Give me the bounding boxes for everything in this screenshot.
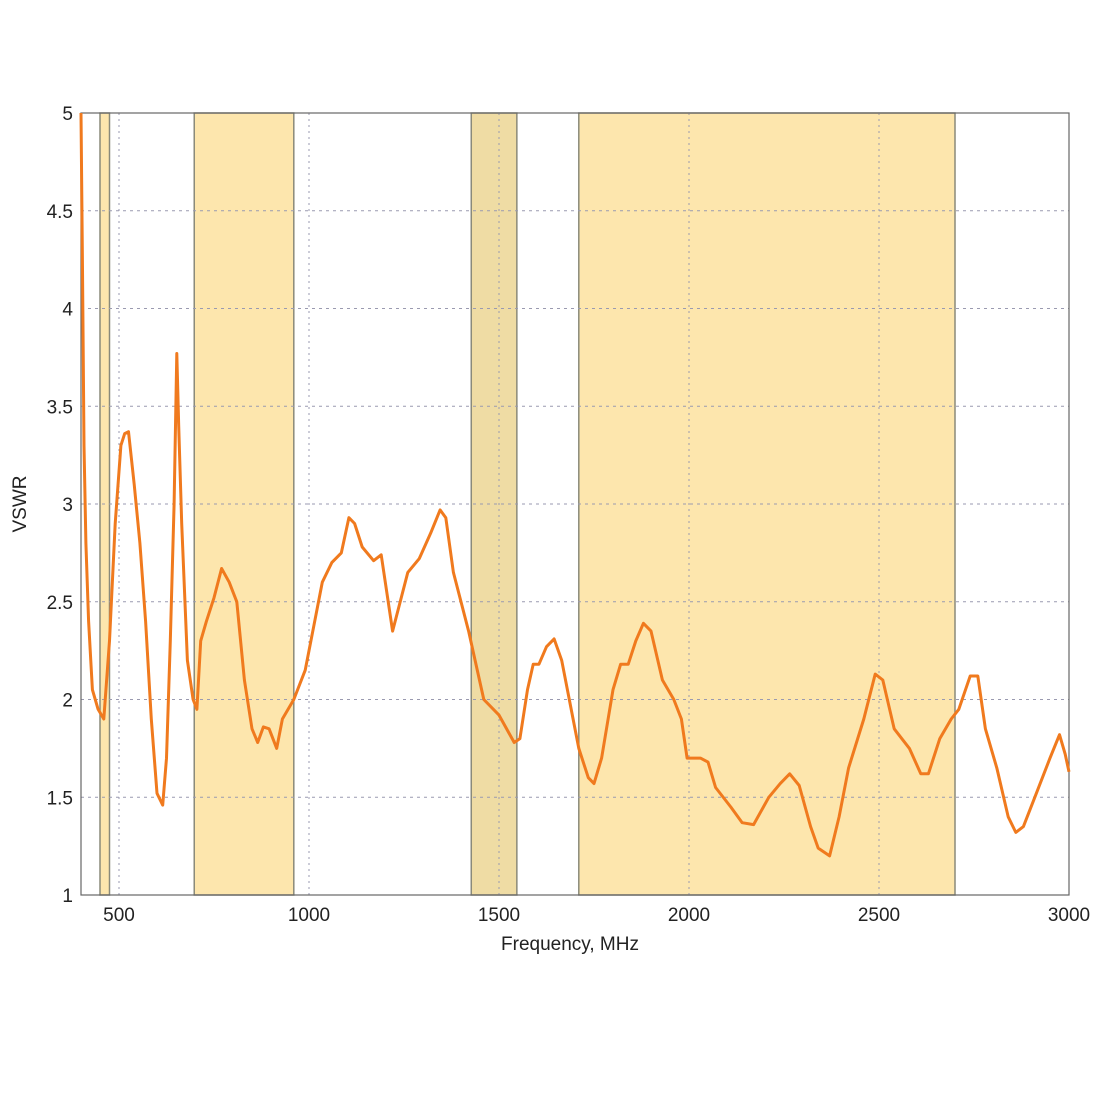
x-tick-label: 500: [103, 905, 135, 926]
y-tick-label: 3: [62, 495, 73, 516]
x-axis-label: Frequency, MHz: [501, 934, 639, 955]
x-tick-labels: 500 1000 1500 2000 2500 3000: [103, 905, 1090, 926]
y-tick-labels: 1 1.5 2 2.5 3 3.5 4 4.5 5: [47, 104, 74, 907]
x-tick-label: 1000: [288, 905, 330, 926]
y-tick-label: 2: [62, 691, 73, 712]
y-tick-label: 3.5: [47, 397, 73, 418]
y-tick-label: 2.5: [47, 593, 73, 614]
y-tick-label: 4.5: [47, 202, 73, 223]
x-tick-label: 2500: [858, 905, 900, 926]
y-tick-label: 1.5: [47, 788, 73, 809]
x-tick-label: 1500: [478, 905, 520, 926]
y-tick-label: 5: [62, 104, 73, 125]
y-axis-label: VSWR: [10, 476, 31, 533]
x-tick-label: 2000: [668, 905, 710, 926]
grid: [81, 113, 1069, 895]
vswr-line: [79, 112, 1071, 858]
y-tick-label: 4: [62, 300, 73, 321]
x-tick-label: 3000: [1048, 905, 1090, 926]
plot-frame: [80, 112, 1070, 896]
y-tick-label: 1: [62, 886, 73, 907]
